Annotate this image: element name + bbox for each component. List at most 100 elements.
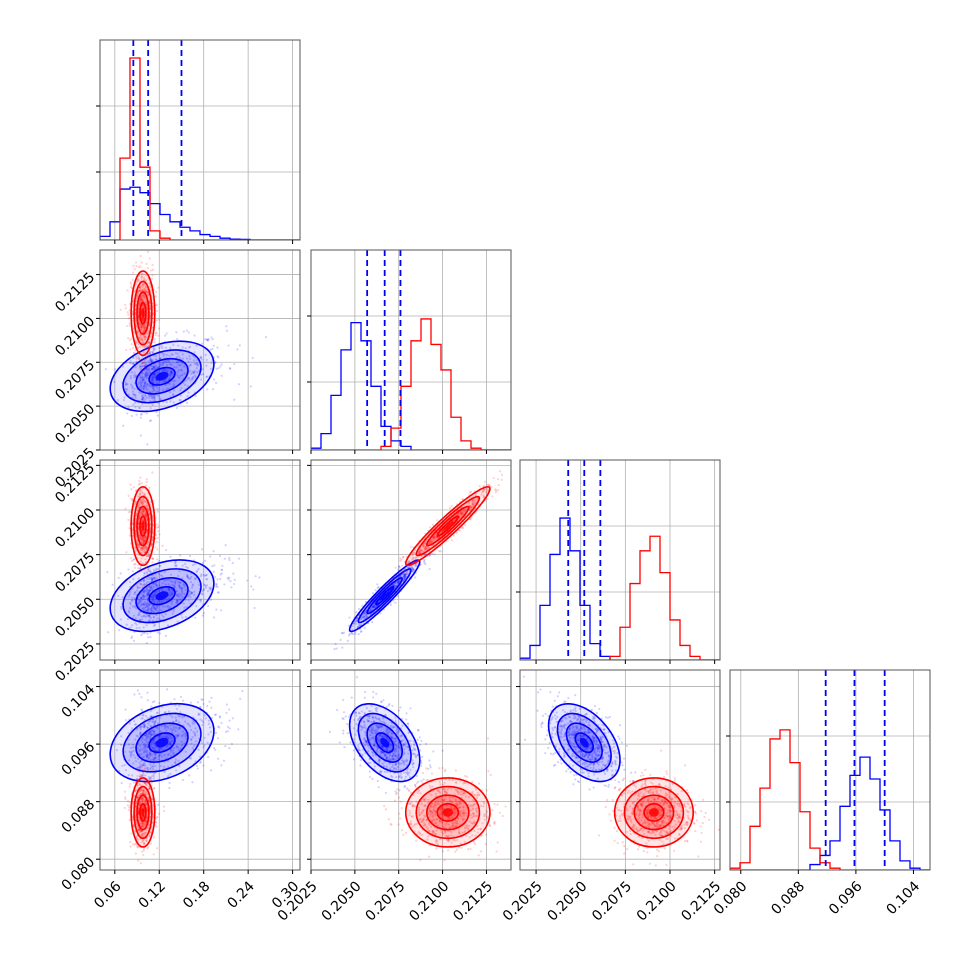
contour-line [375,732,395,754]
contour-line [135,357,189,395]
histogram-red [730,729,930,870]
contour-line [109,340,215,413]
y-tick-label: 0.2075 [52,357,98,403]
contour-line [623,785,685,840]
contour-line [415,785,481,840]
contours-blue [109,559,215,633]
panel-2-1 [307,459,512,664]
contour-line [130,777,156,848]
contour-line [348,703,421,783]
panel-3-1 [307,669,512,874]
contour-line [139,803,147,822]
panel-2-0 [96,459,301,664]
panel-2-2 [516,459,721,664]
panel-content [109,688,244,865]
density-blue [110,560,214,632]
contour-line [139,515,147,537]
contour-line [613,777,695,848]
contours-red [130,777,156,848]
contour-line [122,568,202,624]
y-tick-label: 0.2125 [52,270,98,316]
histogram-blue [520,517,720,660]
grid-3-3 [730,670,930,870]
panel-content [104,250,268,446]
contour-line [366,577,404,615]
x-tick-label: 0.2050 [545,878,591,924]
contour-line [135,577,189,615]
y-tick-label: 0.104 [59,681,99,721]
panel-frame [310,669,512,871]
panel-content [520,460,720,660]
contour-line [122,712,202,773]
contour-line [133,495,153,557]
y-tick-label: 0.2025 [52,639,98,685]
y-tick-label: 0.2050 [52,594,98,640]
panel-content [328,676,507,862]
x-tick-label: 0.06 [91,878,124,911]
contours-blue [109,340,215,413]
contour-line [547,703,621,783]
contour-line [436,803,460,822]
panel-3-2 [516,669,721,874]
contour-line [130,485,156,567]
contours-red [404,777,491,848]
histogram-blue [311,321,511,450]
panel-content [522,675,720,867]
contour-line [404,777,491,848]
panel-frame [310,249,512,451]
histogram-blue [730,756,930,870]
x-tick-label: 0.104 [884,878,924,918]
panel-frame [310,459,512,661]
panel-content [100,40,300,240]
grid-3-2 [520,670,720,870]
contour-line [375,585,395,606]
contour-line [425,505,470,547]
contours-blue [547,703,621,783]
panel-frame [729,669,931,871]
contour-line [136,291,150,336]
contour-line [130,270,156,357]
density-blue [110,703,214,782]
contour-line [148,585,176,606]
contour-line [415,495,481,557]
contours-blue [348,703,421,783]
grid-3-0 [100,670,300,870]
contour-line [366,722,404,763]
contour-line [357,568,412,624]
contour-line [148,366,176,386]
panel-content [106,471,261,645]
contour-line [556,712,612,773]
x-tick-label: 0.2050 [319,878,365,924]
density-red [405,777,490,847]
x-tick-label: 0.2100 [406,878,452,924]
contour-line [436,515,460,537]
panel-3-3 [726,669,931,874]
histogram-red [311,318,511,450]
contours-red [613,777,695,848]
y-tick-label: 0.2100 [52,313,98,359]
x-tick-label: 0.12 [136,878,169,911]
contours-red [404,485,491,567]
contour-line [109,703,215,783]
panel-frame [99,249,301,451]
panel-content [333,470,504,651]
panel-3-0 [96,669,301,874]
density-blue [110,341,214,412]
contour-line [136,794,150,831]
contour-line [136,505,150,547]
histogram-red [100,57,300,240]
contour-line [565,722,603,763]
x-tick-label: 0.096 [826,878,866,918]
panel-frame [99,39,301,241]
contour-line [139,301,147,325]
x-tick-label: 0.2125 [450,878,496,924]
histogram-blue [100,186,300,240]
contour-line [122,349,202,404]
contours-red [130,485,156,567]
contour-line [109,559,215,633]
contour-line [135,722,189,763]
panel-content [730,670,930,870]
panel-frame [519,669,721,871]
contour-line [404,485,491,567]
